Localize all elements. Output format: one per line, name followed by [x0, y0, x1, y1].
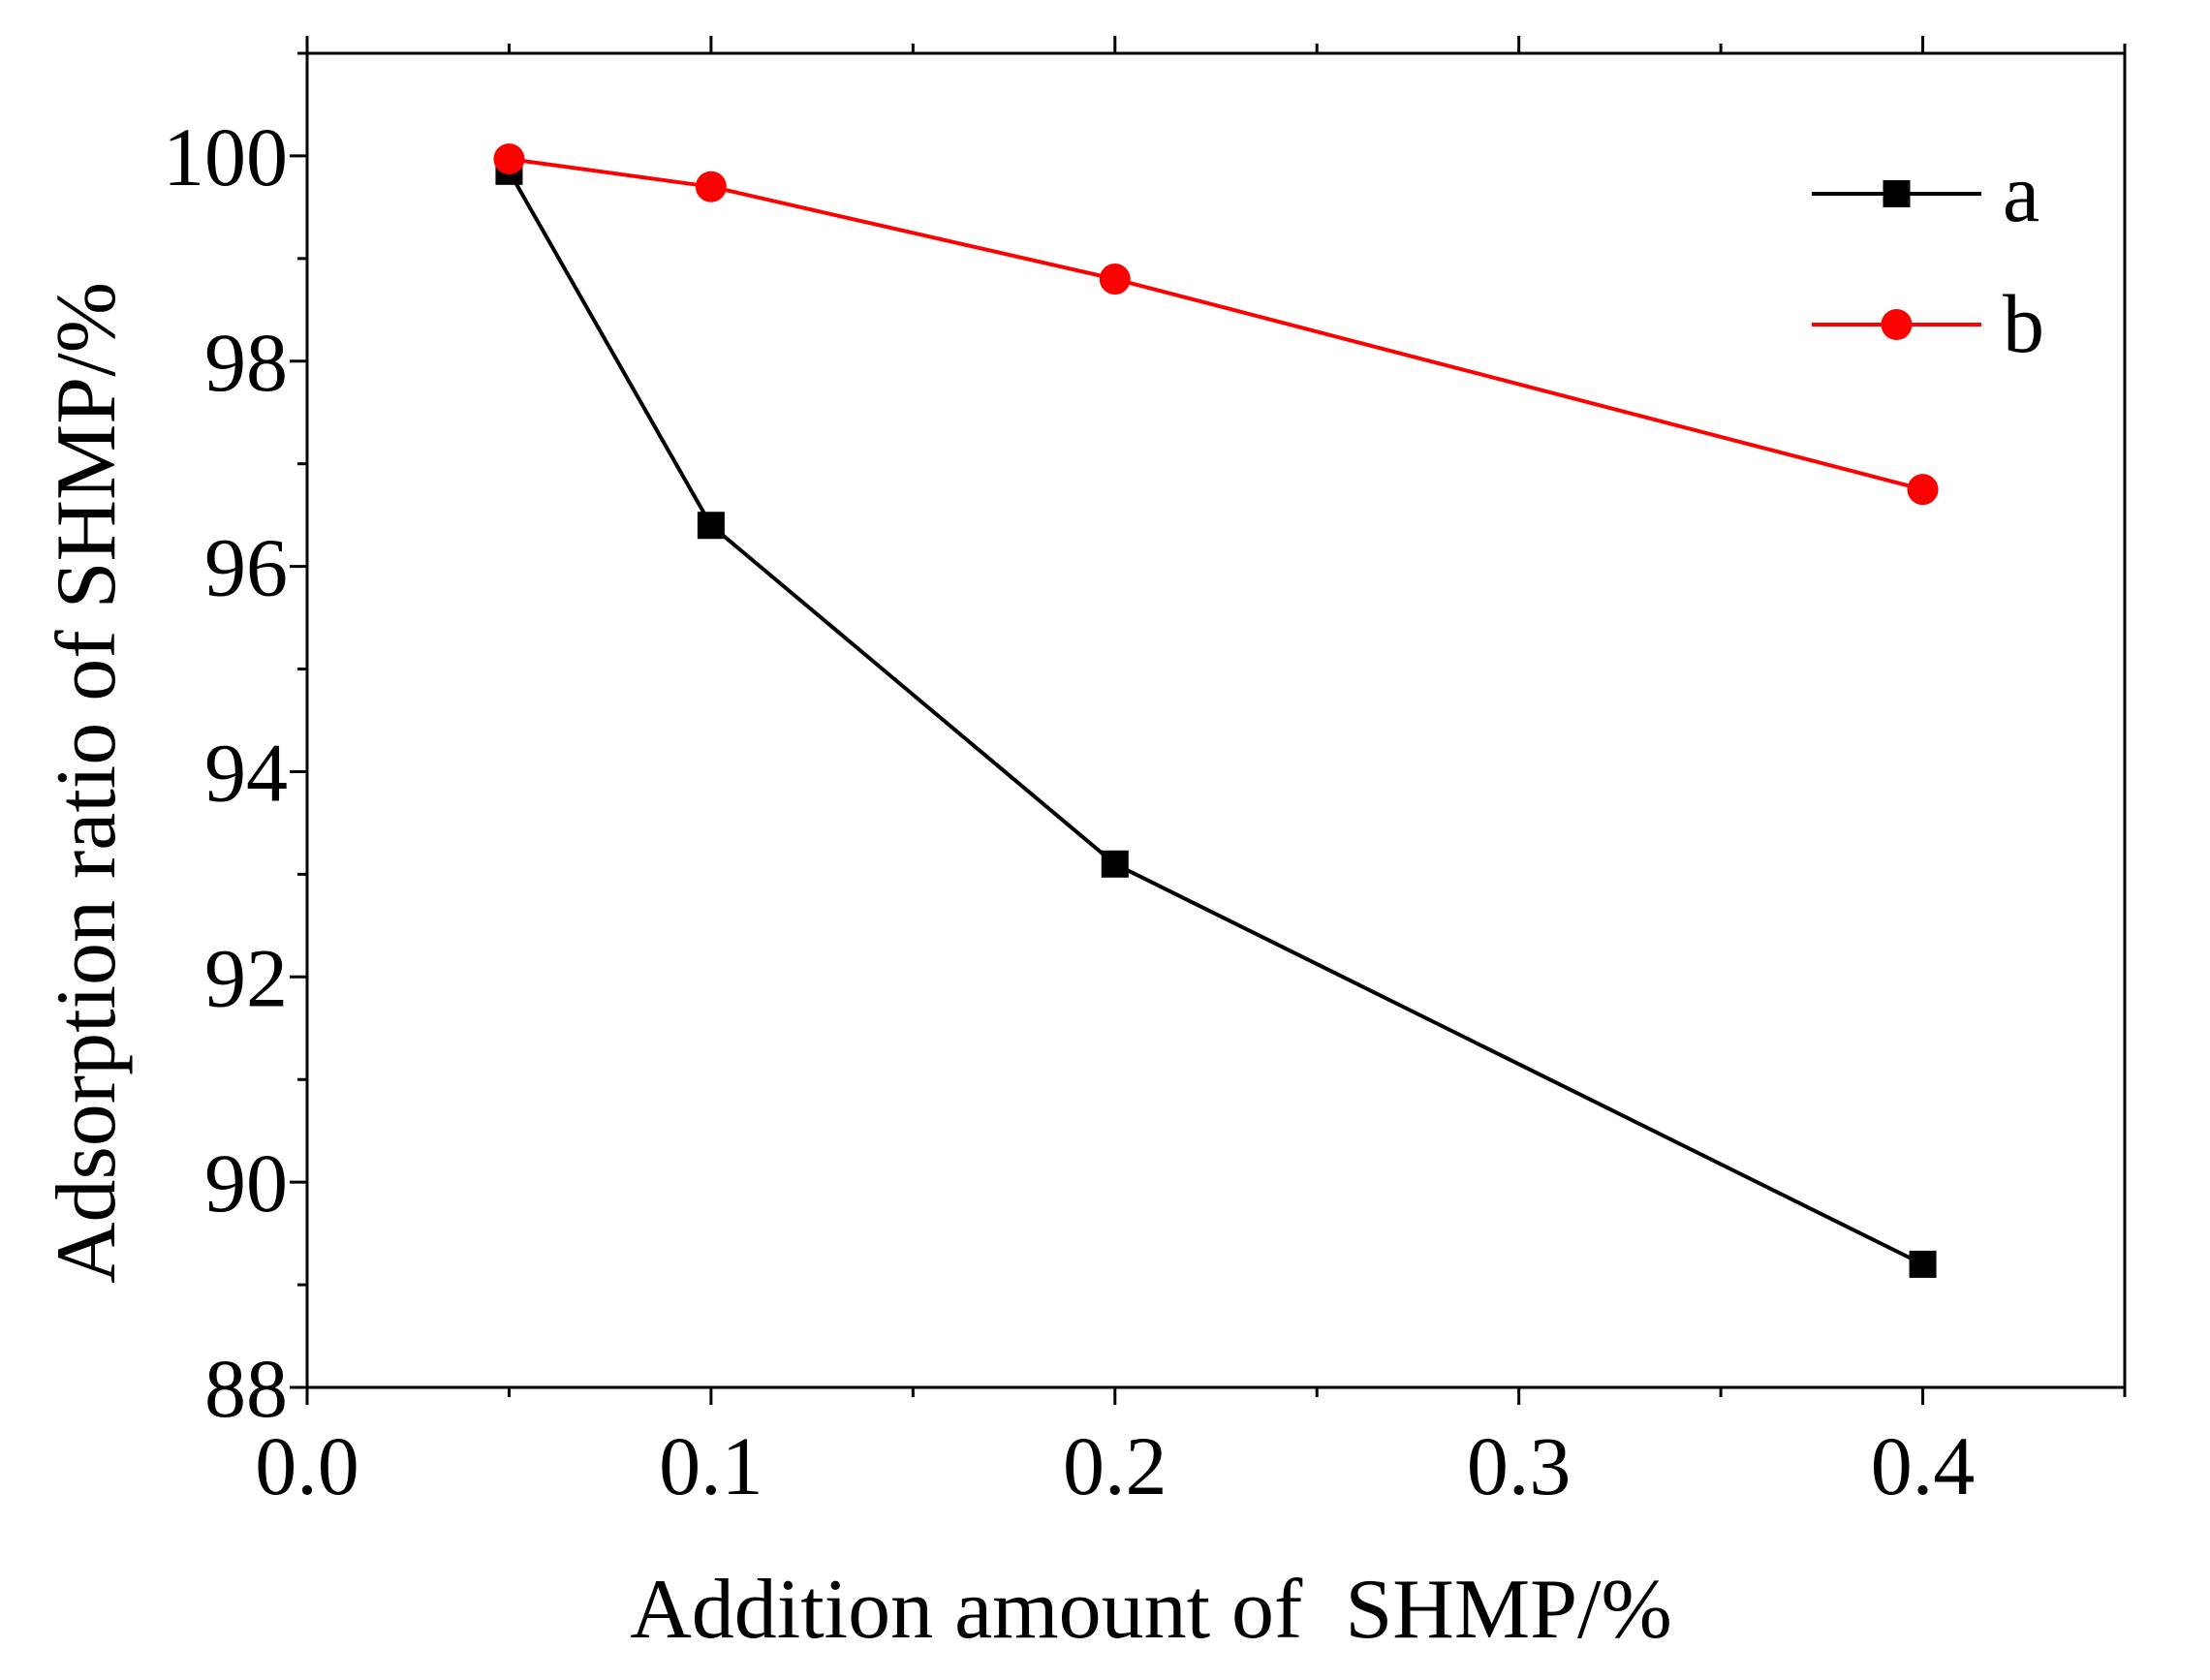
- data-point-a: [697, 512, 725, 540]
- y-tick-label: 96: [204, 521, 288, 614]
- x-tick-label: 0.1: [659, 1419, 763, 1512]
- x-tick-label: 0.3: [1467, 1419, 1572, 1512]
- x-tick-label: 0.0: [255, 1419, 359, 1512]
- data-point-a: [1909, 1250, 1937, 1278]
- y-tick-label: 90: [204, 1136, 288, 1229]
- y-axis-label: Adsorption ratio of SHMP/%: [40, 282, 134, 1284]
- legend-label-a: a: [2003, 146, 2039, 239]
- series-line-a: [507, 170, 1924, 1266]
- axes-layer: 0.0 0.1 0.2 0.3 0.4 88 90 92 94 96 98 100: [163, 36, 2127, 1512]
- x-tick-label: 0.4: [1871, 1419, 1976, 1512]
- legend-marker-b: [1881, 309, 1913, 340]
- plot-frame: [305, 51, 2127, 1389]
- series-line-b: [509, 157, 1924, 492]
- legend-marker-a: [1883, 180, 1911, 207]
- x-axis-label: Addition amount of SHMP/%: [630, 1563, 1672, 1657]
- y-tick-label: 88: [204, 1342, 288, 1435]
- data-point-b: [695, 171, 727, 202]
- y-tick-label: 94: [204, 726, 288, 819]
- series-b: [493, 143, 1939, 506]
- y-tick-label: 100: [163, 110, 288, 203]
- series-layer: [493, 143, 1939, 1278]
- legend-label-b: b: [2003, 277, 2044, 370]
- x-tick-label: 0.2: [1063, 1419, 1167, 1512]
- data-point-a: [1101, 850, 1129, 878]
- legend: ab: [1812, 146, 2044, 370]
- legend-item-b: b: [1812, 277, 2044, 370]
- legend-item-a: a: [1812, 146, 2039, 239]
- data-point-b: [493, 143, 525, 175]
- y-tick-label: 92: [204, 931, 288, 1024]
- data-point-b: [1907, 474, 1939, 506]
- y-tick-label: 98: [204, 316, 288, 409]
- data-point-b: [1099, 264, 1131, 296]
